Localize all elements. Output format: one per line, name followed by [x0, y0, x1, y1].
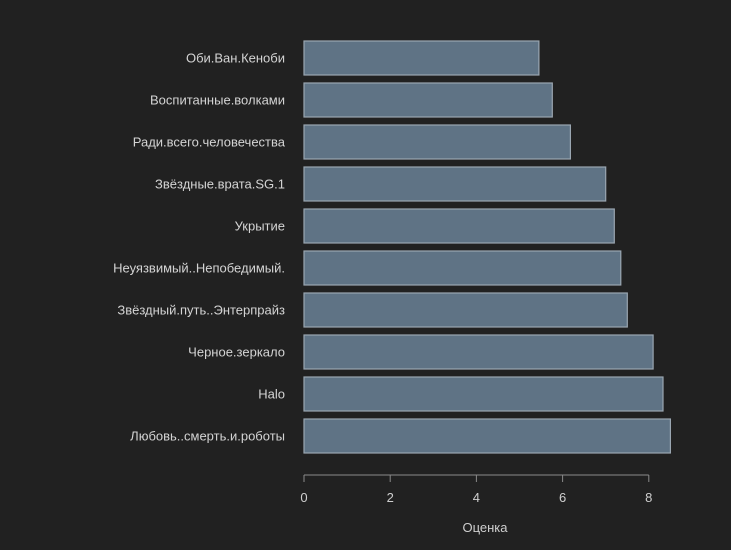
category-label: Ради.всего.человечества — [133, 135, 286, 150]
x-tick-label: 2 — [387, 490, 394, 505]
bar — [303, 376, 664, 412]
bar — [303, 166, 607, 202]
bar — [303, 334, 654, 370]
x-tick-label: 4 — [473, 490, 480, 505]
x-tick-label: 6 — [559, 490, 566, 505]
category-label: Звёздный.путь..Энтерпрайз — [117, 303, 285, 318]
x-tick-label: 8 — [645, 490, 652, 505]
bar — [303, 208, 615, 244]
x-tick-label: 0 — [300, 490, 307, 505]
category-label: Любовь..смерть.и.роботы — [130, 429, 285, 444]
bar — [303, 418, 671, 454]
category-label: Звёздные.врата.SG.1 — [155, 177, 285, 192]
bar — [303, 250, 622, 286]
category-labels: Оби.Ван.Кеноби Воспитанные.волками Ради.вс… — [113, 51, 286, 444]
category-label: Воспитанные.волками — [150, 93, 285, 108]
category-label: Неуязвимый..Непобедимый. — [113, 261, 285, 276]
category-label: Оби.Ван.Кеноби — [186, 51, 285, 66]
bars-group — [303, 40, 671, 454]
bar — [303, 124, 571, 160]
category-label: Halo — [258, 387, 285, 402]
bar — [303, 40, 540, 76]
bar — [303, 82, 553, 118]
category-label: Укрытие — [235, 219, 285, 234]
category-label: Черное.зеркало — [188, 345, 285, 360]
x-axis: 0 2 4 6 8 — [300, 474, 652, 505]
x-axis-title: Оценка — [462, 520, 508, 535]
bar — [303, 292, 628, 328]
